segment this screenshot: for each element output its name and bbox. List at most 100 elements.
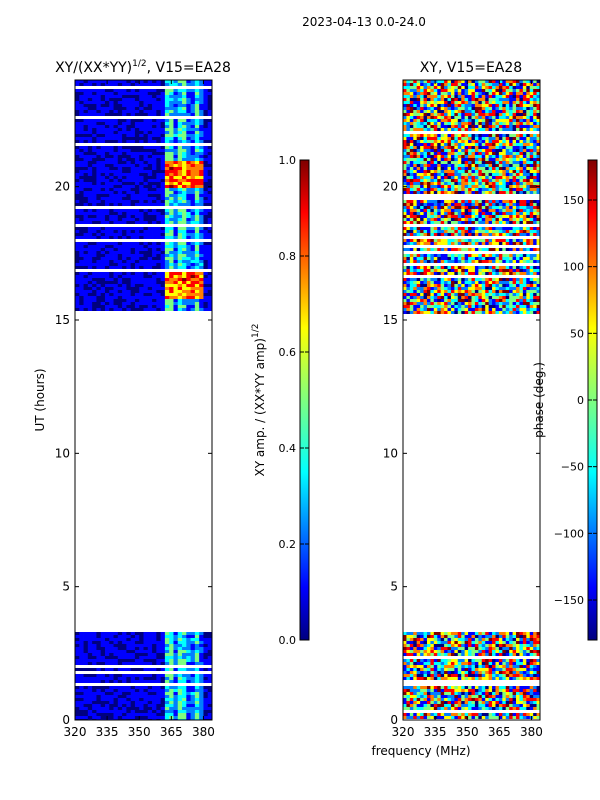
heatmap-cell (194, 236, 200, 239)
heatmap-cell (450, 644, 455, 647)
heatmap-cell (423, 704, 428, 707)
heatmap-cell (130, 188, 136, 191)
heatmap-cell (173, 236, 179, 239)
amplitude-colorbar: 0.00.20.40.60.81.0 XY amp. / (XX*YY amp)… (251, 154, 310, 647)
heatmap-cell (156, 308, 162, 311)
heatmap-cell (143, 113, 149, 116)
heatmap-cell (194, 635, 200, 638)
heatmap-cell (87, 131, 93, 134)
heatmap-cell (126, 662, 132, 665)
heatmap-cell (87, 182, 93, 185)
heatmap-cell (403, 86, 407, 89)
heatmap-cell (464, 98, 469, 101)
heatmap-cell (186, 659, 191, 662)
heatmap-cell (457, 659, 462, 662)
heatmap-cell (450, 104, 455, 107)
heatmap-cell (420, 716, 424, 719)
heatmap-cell (164, 689, 170, 692)
heatmap-cell (83, 245, 89, 248)
heatmap-cell (117, 233, 123, 236)
heatmap-cell (104, 164, 110, 167)
heatmap-cell (79, 305, 84, 308)
heatmap-cell (87, 155, 93, 158)
heatmap-cell (143, 656, 149, 659)
heatmap-cell (519, 125, 524, 128)
heatmap-cell (440, 119, 445, 122)
heatmap-cell (160, 101, 166, 104)
heatmap-cell (182, 674, 187, 677)
heatmap-cell (160, 284, 166, 287)
heatmap-cell (109, 227, 114, 230)
heatmap-cell (186, 80, 191, 83)
heatmap-cell (83, 233, 89, 236)
heatmap-cell (147, 149, 153, 152)
heatmap-cell (498, 83, 503, 86)
heatmap-cell (160, 713, 166, 716)
heatmap-cell (440, 689, 445, 692)
heatmap-cell (433, 110, 438, 113)
heatmap-cell (516, 134, 520, 137)
heatmap-cell (147, 293, 153, 296)
heatmap-cell (156, 104, 162, 107)
heatmap-cell (126, 707, 132, 710)
heatmap-cell (87, 281, 93, 284)
heatmap-cell (420, 116, 424, 119)
heatmap-cell (147, 194, 153, 197)
heatmap-cell (104, 137, 110, 140)
heatmap-cell (96, 221, 102, 224)
heatmap-cell (474, 143, 479, 146)
heatmap-cell (139, 113, 144, 116)
heatmap-cell (152, 257, 157, 260)
heatmap-cell (87, 260, 93, 263)
heatmap-cell (113, 668, 119, 671)
heatmap-cell (409, 140, 414, 143)
heatmap-cell (92, 716, 97, 719)
heatmap-cell (143, 704, 149, 707)
heatmap-cell (440, 632, 445, 635)
heatmap-cell (177, 698, 183, 701)
heatmap-cell (177, 704, 183, 707)
heatmap-cell (164, 209, 170, 212)
heatmap-cell (433, 650, 438, 653)
heatmap-cell (156, 704, 162, 707)
heatmap-cell (113, 260, 119, 263)
heatmap-cell (126, 107, 132, 110)
heatmap-cell (403, 713, 407, 716)
heatmap-cell (437, 701, 442, 704)
heatmap-cell (444, 632, 448, 635)
heatmap-cell (156, 83, 162, 86)
heatmap-cell (134, 182, 140, 185)
heatmap-cell (492, 638, 496, 641)
heatmap-cell (478, 695, 483, 698)
heatmap-cell (464, 692, 469, 695)
heatmap-cell (130, 230, 136, 233)
heatmap-cell (164, 257, 170, 260)
heatmap-cell (447, 140, 452, 143)
heatmap-cell (526, 650, 531, 653)
heatmap-cell (430, 125, 435, 128)
heatmap-cell (173, 200, 179, 203)
heatmap-cell (164, 308, 170, 311)
heatmap-cell (426, 692, 431, 695)
heatmap-cell (75, 281, 80, 284)
heatmap-cell (83, 128, 89, 131)
heatmap-cell (96, 131, 102, 134)
heatmap-cell (134, 704, 140, 707)
heatmap-cell (109, 152, 114, 155)
heatmap-cell (413, 716, 418, 719)
heatmap-cell (471, 665, 476, 668)
heatmap-cell (505, 86, 510, 89)
heatmap-cell (203, 188, 209, 191)
heatmap-cell (474, 95, 479, 98)
heatmap-cell (117, 95, 123, 98)
heatmap-cell (450, 671, 455, 674)
heatmap-cell (109, 695, 114, 698)
heatmap-cell (164, 632, 170, 635)
heatmap-cell (481, 107, 486, 110)
heatmap-cell (509, 125, 513, 128)
heatmap-cell (143, 146, 149, 149)
heatmap-cell (522, 134, 527, 137)
heatmap-cell (437, 119, 442, 122)
heatmap-cell (173, 209, 179, 212)
heatmap-cell (122, 197, 127, 200)
